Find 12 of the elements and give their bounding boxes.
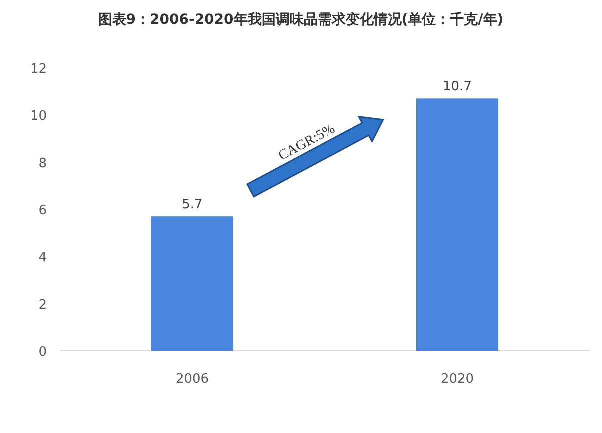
y-tick-label: 10	[30, 109, 47, 124]
chart-title: 图表9：2006-2020年我国调味品需求变化情况(单位：千克/年)	[98, 11, 504, 28]
y-tick-label: 2	[38, 298, 47, 313]
data-label: 5.7	[182, 198, 203, 213]
y-tick-label: 4	[38, 250, 47, 266]
y-tick-label: 8	[38, 156, 47, 172]
x-tick-label: 2006	[176, 372, 210, 387]
y-tick-label: 0	[38, 345, 47, 360]
y-tick-label: 6	[38, 204, 47, 218]
data-label: 10.7	[443, 80, 472, 95]
y-tick-label: 12	[30, 62, 47, 77]
x-tick-label: 2020	[440, 372, 474, 387]
